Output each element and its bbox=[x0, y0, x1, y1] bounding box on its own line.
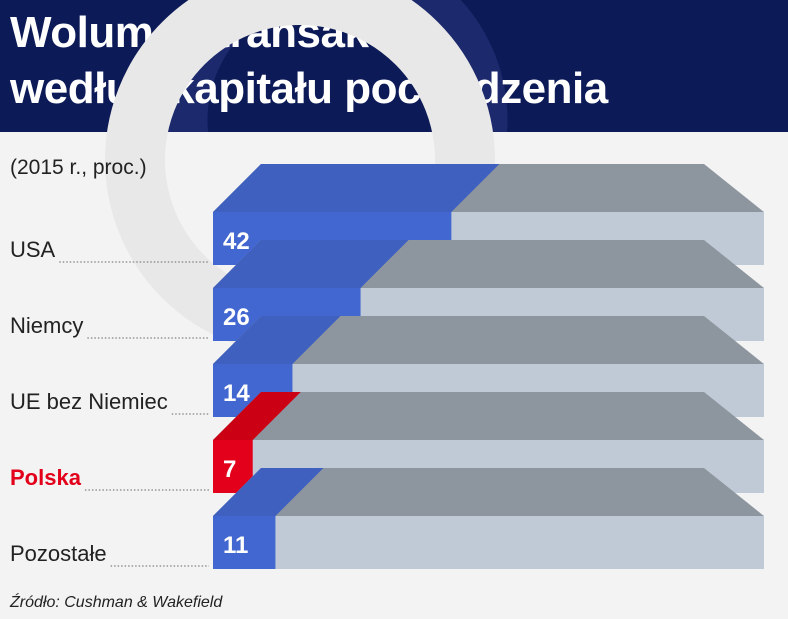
bar-pozostałe bbox=[213, 516, 276, 569]
bar-top-face bbox=[213, 468, 324, 516]
bar-track-top bbox=[213, 316, 764, 364]
bar-top-face bbox=[213, 240, 409, 288]
bar-group: 11 bbox=[110, 468, 764, 569]
bar-track-top bbox=[213, 392, 764, 440]
bar-track-top bbox=[213, 468, 764, 516]
category-label: USA bbox=[10, 237, 56, 262]
category-label: UE bez Niemiec bbox=[10, 389, 168, 414]
value-label: 26 bbox=[223, 304, 250, 331]
source-note: Źródło: Cushman & Wakefield bbox=[10, 594, 223, 611]
bar-top-face bbox=[213, 392, 301, 440]
chart-title-line-2: według kapitału pochodzenia bbox=[10, 64, 608, 113]
value-label: 7 bbox=[223, 456, 236, 483]
chart-subtitle: (2015 r., proc.) bbox=[10, 156, 147, 179]
category-label: Polska bbox=[10, 465, 81, 490]
bar-track bbox=[213, 516, 764, 569]
value-label: 14 bbox=[223, 380, 250, 407]
bar-top-face bbox=[213, 316, 341, 364]
bar-top-face bbox=[213, 164, 500, 212]
value-label: 11 bbox=[223, 532, 248, 559]
bar-group: 14 bbox=[171, 316, 764, 417]
category-label: Niemcy bbox=[10, 313, 84, 338]
value-label: 42 bbox=[223, 228, 250, 255]
category-label: Pozostałe bbox=[10, 541, 107, 566]
